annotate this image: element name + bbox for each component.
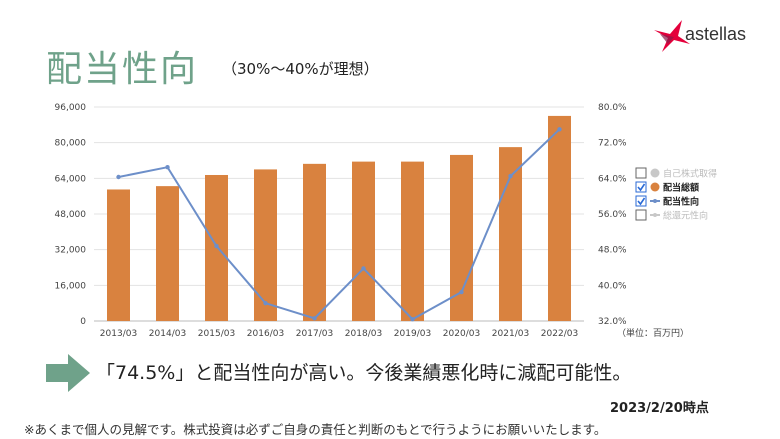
disclaimer-text: ※あくまで個人の見解です。株式投資は必ずご自身の責任と判断のもとで行うようにお願… — [24, 422, 607, 437]
y-left-tick-label: 32,000 — [55, 246, 87, 256]
y-left-tick-label: 48,000 — [55, 210, 87, 220]
legend-label: 自己株式取得 — [663, 168, 717, 180]
astellas-logo — [654, 20, 690, 52]
legend-line-point — [653, 213, 657, 217]
legend-checkbox — [635, 209, 647, 221]
x-tick-label: 2013/03 — [100, 329, 137, 339]
legend-check-icon — [637, 197, 646, 206]
legend-checkbox — [635, 181, 647, 193]
arrow-right-icon — [46, 354, 90, 392]
y-left-tick-label: 80,000 — [55, 139, 87, 149]
legend-checkbox — [635, 195, 647, 207]
logo-star-icon — [654, 20, 690, 52]
legend-check-icon — [637, 183, 646, 192]
bar — [156, 186, 179, 321]
bar — [107, 189, 130, 321]
unit-label: （単位：百万円） — [617, 327, 689, 339]
y-right-tick-label: 72.0% — [598, 139, 627, 149]
x-tick-label: 2020/03 — [443, 329, 480, 339]
line-point — [165, 164, 170, 170]
x-tick-label: 2022/03 — [541, 329, 578, 339]
bar — [352, 161, 375, 321]
y-left-tick-label: 16,000 — [55, 281, 87, 291]
bar — [254, 169, 277, 321]
line-point — [410, 317, 415, 322]
x-tick-label: 2014/03 — [149, 329, 186, 339]
line-point — [459, 289, 464, 295]
y-left-tick-label: 64,000 — [55, 174, 87, 184]
bar — [303, 163, 326, 321]
page-title: 配当性向 — [46, 49, 199, 90]
payout-ratio-line — [118, 128, 561, 321]
as-of-date: 2023/2/20時点 — [610, 401, 709, 416]
legend-checkbox — [635, 167, 647, 179]
y-left-tick-label: 96,000 — [55, 103, 87, 113]
y-right-tick-label: 64.0% — [598, 174, 627, 184]
dividend-chart-panel: 0 16,000 32,000 48,000 64,000 80,000 96,000 32.… — [44, 94, 737, 341]
line-point — [263, 300, 268, 306]
line-point — [116, 174, 121, 180]
legend-label: 配当性向 — [663, 196, 699, 208]
page-subtitle: （30%〜40%が理想） — [222, 60, 379, 78]
x-tick-label: 2018/03 — [345, 329, 382, 339]
summary-comment: 「74.5%」と配当性向が高い。今後業績悪化時に減配可能性。 — [96, 362, 632, 384]
x-tick-label: 2021/03 — [492, 329, 529, 339]
x-tick-label: 2019/03 — [394, 329, 431, 339]
y-right-tick-label: 40.0% — [598, 281, 627, 291]
line-point — [361, 266, 366, 271]
dividend-chart: 0 16,000 32,000 48,000 64,000 80,000 96,000 32.… — [55, 103, 718, 339]
legend-label: 配当総額 — [663, 182, 699, 194]
line-point — [557, 127, 562, 132]
legend-dot-icon — [650, 168, 660, 178]
y-right-tick-label: 32.0% — [598, 317, 627, 327]
line-point — [508, 173, 513, 179]
logo-text: astellas — [685, 24, 747, 44]
y-right-tick-label: 80.0% — [598, 103, 627, 113]
legend-line-point — [653, 199, 657, 203]
x-tick-label: 2016/03 — [247, 329, 284, 339]
y-right-tick-label: 48.0% — [598, 246, 627, 256]
bar — [548, 115, 571, 322]
x-tick-label: 2017/03 — [296, 329, 333, 339]
legend-label: 総還元性向 — [663, 210, 708, 222]
legend-dot-icon — [650, 182, 660, 192]
y-left-tick-label: 0 — [80, 317, 86, 327]
bar — [499, 147, 522, 321]
line-point — [312, 316, 317, 321]
bar — [401, 161, 424, 321]
y-right-tick-label: 56.0% — [598, 210, 627, 220]
x-tick-label: 2015/03 — [198, 329, 235, 339]
line-point — [214, 243, 219, 249]
